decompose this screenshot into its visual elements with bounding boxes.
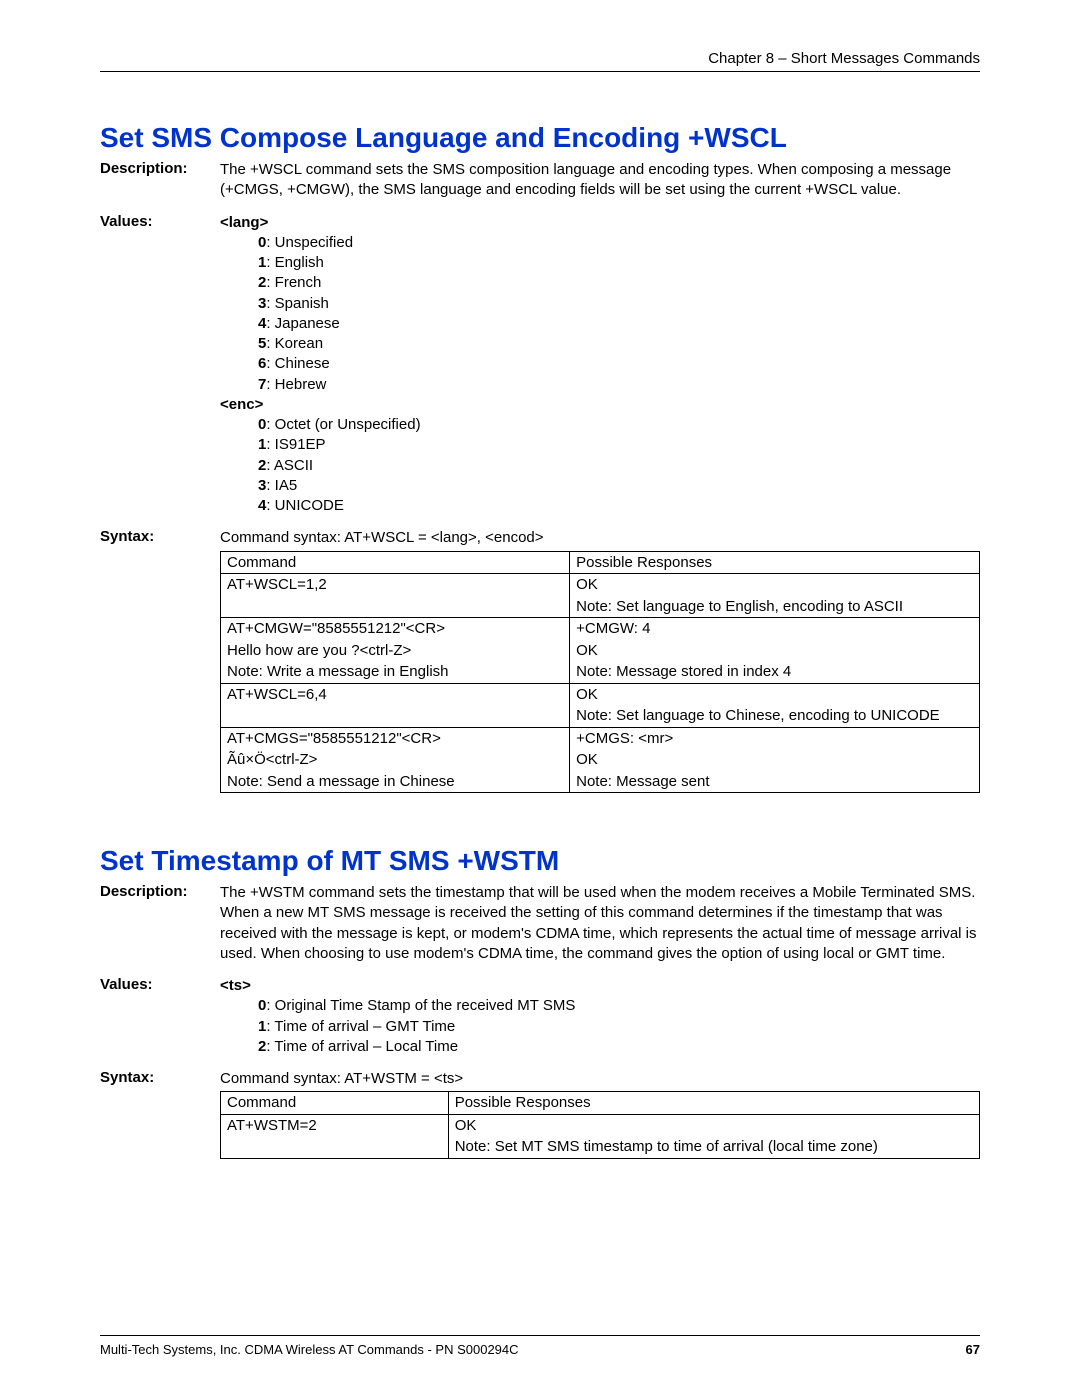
syntax-content-2: Command syntax: AT+WSTM = <ts> CommandPo… [220, 1069, 980, 1159]
description-row-2: Description: The +WSTM command sets the … [100, 883, 980, 964]
value-item: 2: ASCII [258, 456, 980, 476]
table-cell: AT+CMGS="8585551212"<CR> [221, 727, 570, 749]
table-cell [221, 705, 570, 727]
value-item: 7: Hebrew [258, 375, 980, 395]
table-cell: Note: Write a message in English [221, 661, 570, 683]
table-cell: Note: Send a message in Chinese [221, 771, 570, 793]
value-item: 1: English [258, 253, 980, 273]
values-content-2: <ts> 0: Original Time Stamp of the recei… [220, 976, 980, 1057]
ts-list: 0: Original Time Stamp of the received M… [220, 996, 980, 1057]
table-cell: AT+WSCL=6,4 [221, 683, 570, 705]
enc-header: <enc> [220, 395, 980, 415]
value-item: 3: Spanish [258, 294, 980, 314]
syntax-content: Command syntax: AT+WSCL = <lang>, <encod… [220, 528, 980, 793]
section-title-wstm: Set Timestamp of MT SMS +WSTM [100, 845, 980, 877]
label-syntax: Syntax: [100, 528, 220, 545]
value-item: 3: IA5 [258, 476, 980, 496]
syntax-table-wscl: CommandPossible ResponsesAT+WSCL=1,2OK N… [220, 551, 980, 794]
table-cell: OK [570, 749, 980, 771]
page-number: 67 [966, 1342, 980, 1357]
table-cell: Note: Set language to English, encoding … [570, 596, 980, 618]
values-content: <lang> 0: Unspecified1: English2: French… [220, 213, 980, 517]
section-title-wscl: Set SMS Compose Language and Encoding +W… [100, 122, 980, 154]
chapter-title: Chapter 8 – Short Messages Commands [708, 50, 980, 67]
syntax-row-2: Syntax: Command syntax: AT+WSTM = <ts> C… [100, 1069, 980, 1159]
page-footer: Multi-Tech Systems, Inc. CDMA Wireless A… [100, 1335, 980, 1357]
table-cell: Hello how are you ?<ctrl-Z> [221, 640, 570, 662]
table-cell: OK [570, 683, 980, 705]
description-text-2: The +WSTM command sets the timestamp tha… [220, 883, 980, 964]
table-cell [221, 596, 570, 618]
table-header-cell: Command [221, 1092, 449, 1115]
values-row: Values: <lang> 0: Unspecified1: English2… [100, 213, 980, 517]
description-row: Description: The +WSCL command sets the … [100, 160, 980, 201]
footer-text: Multi-Tech Systems, Inc. CDMA Wireless A… [100, 1342, 519, 1357]
table-cell: +CMGW: 4 [570, 618, 980, 640]
page-header: Chapter 8 – Short Messages Commands [100, 50, 980, 72]
value-item: 0: Unspecified [258, 233, 980, 253]
table-cell: Note: Message sent [570, 771, 980, 793]
enc-list: 0: Octet (or Unspecified)1: IS91EP2: ASC… [220, 415, 980, 516]
description-text: The +WSCL command sets the SMS compositi… [220, 160, 980, 201]
table-cell: +CMGS: <mr> [570, 727, 980, 749]
table-header-cell: Possible Responses [570, 551, 980, 574]
value-item: 1: IS91EP [258, 435, 980, 455]
lang-header: <lang> [220, 213, 980, 233]
label-values-2: Values: [100, 976, 220, 993]
table-cell: Note: Set MT SMS timestamp to time of ar… [448, 1136, 979, 1158]
table-cell: Ãû×Ö<ctrl-Z> [221, 749, 570, 771]
value-item: 0: Original Time Stamp of the received M… [258, 996, 980, 1016]
syntax-text-2: Command syntax: AT+WSTM = <ts> [220, 1069, 980, 1089]
table-cell: OK [448, 1114, 979, 1136]
value-item: 6: Chinese [258, 354, 980, 374]
lang-list: 0: Unspecified1: English2: French3: Span… [220, 233, 980, 395]
table-header-cell: Command [221, 551, 570, 574]
value-item: 1: Time of arrival – GMT Time [258, 1017, 980, 1037]
table-cell: OK [570, 640, 980, 662]
label-description-2: Description: [100, 883, 220, 900]
value-item: 0: Octet (or Unspecified) [258, 415, 980, 435]
value-item: 2: Time of arrival – Local Time [258, 1037, 980, 1057]
table-cell: AT+WSCL=1,2 [221, 574, 570, 596]
document-page: Chapter 8 – Short Messages Commands Set … [0, 0, 1080, 1397]
values-row-2: Values: <ts> 0: Original Time Stamp of t… [100, 976, 980, 1057]
syntax-text: Command syntax: AT+WSCL = <lang>, <encod… [220, 528, 980, 548]
table-cell [221, 1136, 449, 1158]
table-cell: Note: Set language to Chinese, encoding … [570, 705, 980, 727]
label-description: Description: [100, 160, 220, 177]
value-item: 4: UNICODE [258, 496, 980, 516]
ts-header: <ts> [220, 976, 980, 996]
value-item: 2: French [258, 273, 980, 293]
table-cell: AT+WSTM=2 [221, 1114, 449, 1136]
table-header-cell: Possible Responses [448, 1092, 979, 1115]
table-cell: Note: Message stored in index 4 [570, 661, 980, 683]
syntax-row: Syntax: Command syntax: AT+WSCL = <lang>… [100, 528, 980, 793]
table-cell: AT+CMGW="8585551212"<CR> [221, 618, 570, 640]
label-values: Values: [100, 213, 220, 230]
value-item: 4: Japanese [258, 314, 980, 334]
label-syntax-2: Syntax: [100, 1069, 220, 1086]
table-cell: OK [570, 574, 980, 596]
value-item: 5: Korean [258, 334, 980, 354]
syntax-table-wstm: CommandPossible ResponsesAT+WSTM=2OK Not… [220, 1091, 980, 1159]
